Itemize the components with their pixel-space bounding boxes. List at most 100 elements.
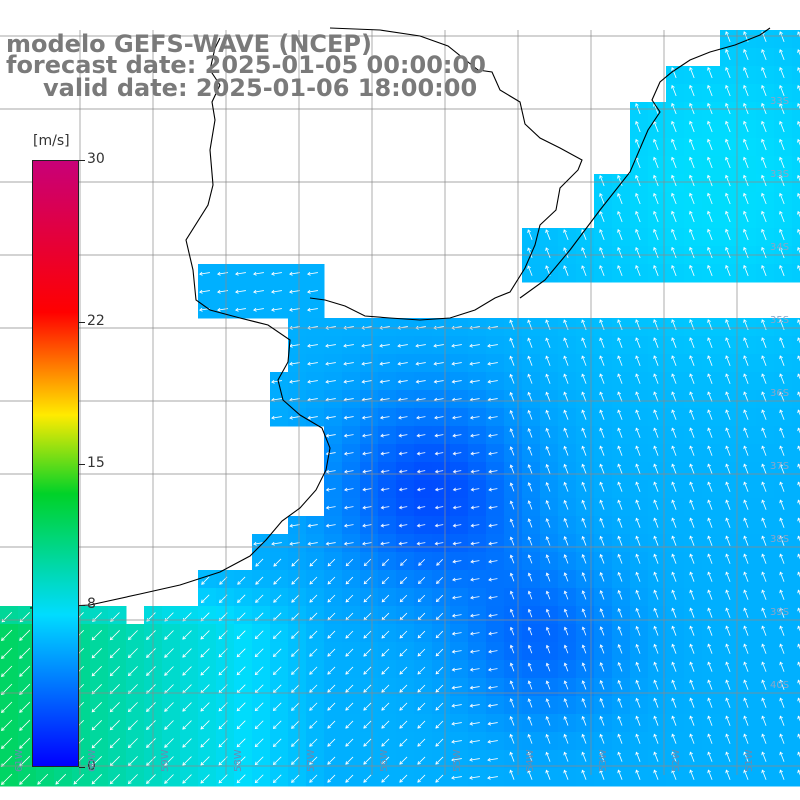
wind-arrow-head [563, 265, 567, 269]
wind-arrow [327, 612, 336, 621]
wind-arrow [635, 337, 641, 348]
wind-arrow [564, 536, 569, 546]
wind-arrow [255, 630, 264, 639]
wind-arrow [779, 373, 785, 384]
wind-arrow-head [545, 373, 549, 378]
wind-arrow-head [451, 361, 456, 366]
wind-arrow-head [325, 541, 330, 546]
wind-arrow-head [779, 517, 783, 522]
wind-arrow [510, 500, 515, 510]
wind-arrow-head [635, 174, 639, 179]
wind-arrow-head [599, 517, 604, 522]
wind-arrow-head [761, 733, 765, 738]
wind-speed-cell [792, 696, 800, 715]
wind-arrow [451, 776, 462, 779]
wind-arrow [743, 193, 749, 205]
wind-arrow [382, 576, 390, 584]
wind-arrow-head [254, 653, 259, 658]
wind-arrow-head [91, 708, 96, 713]
wind-arrow [779, 247, 785, 259]
wind-arrow-head [91, 654, 96, 659]
wind-arrow [797, 229, 800, 236]
wind-arrow-head [451, 379, 456, 384]
wind-arrow-head [707, 589, 711, 594]
wind-arrow-head [470, 433, 474, 438]
wind-arrow-head [470, 451, 474, 456]
wind-arrow [236, 702, 246, 712]
wind-arrow [19, 683, 31, 695]
wind-arrow [435, 774, 444, 783]
wind-arrow [344, 398, 354, 401]
wind-arrow [325, 344, 336, 347]
wind-arrow-head [617, 553, 622, 558]
wind-arrow [725, 175, 731, 187]
wind-arrow [91, 719, 103, 731]
wind-arrow [563, 247, 569, 258]
wind-arrow-head [779, 445, 783, 450]
wind-arrow-head [309, 581, 313, 585]
wind-arrow-head [470, 505, 475, 510]
wind-arrow [546, 680, 551, 690]
wind-arrow-head [236, 707, 241, 712]
wind-arrow-head [469, 721, 473, 726]
wind-arrow-head [581, 391, 585, 396]
wind-arrow [617, 211, 623, 223]
wind-arrow-head [436, 562, 440, 566]
title-model: modelo GEFS-WAVE (NCEP) [6, 30, 372, 58]
wind-arrow [581, 770, 587, 780]
wind-arrow [487, 344, 498, 347]
wind-arrow-head [671, 589, 676, 594]
wind-speed-cell [792, 642, 800, 661]
wind-arrow [545, 770, 551, 780]
wind-arrow [273, 756, 282, 765]
wind-arrow-head [435, 670, 440, 675]
wind-arrow-head [253, 271, 257, 276]
wind-arrow [528, 464, 533, 474]
wind-arrow-head [327, 580, 332, 585]
wind-arrow [671, 662, 677, 672]
wind-arrow-head [289, 307, 293, 312]
wind-arrow-head [707, 391, 711, 396]
wind-arrow [617, 373, 623, 384]
wind-arrow [182, 666, 192, 676]
wind-arrow-head [743, 228, 747, 233]
wind-arrow [417, 470, 426, 473]
wind-arrow-head [362, 523, 366, 528]
wind-arrow [761, 157, 767, 169]
wind-arrow-head [509, 464, 514, 469]
wind-arrow-head [599, 608, 604, 612]
wind-arrow-head [653, 661, 658, 666]
wind-arrow-head [599, 499, 604, 504]
wind-arrow [291, 702, 300, 711]
wind-arrow-head [653, 463, 657, 468]
wind-arrow-head [362, 469, 366, 474]
wind-arrow [343, 344, 354, 347]
wind-arrow [418, 558, 426, 566]
wind-arrow-head [452, 523, 457, 528]
wind-arrow [564, 428, 569, 438]
wind-arrow [653, 175, 659, 187]
wind-arrow-head [671, 156, 675, 161]
wind-arrow-head [653, 337, 657, 341]
wind-arrow-head [55, 781, 59, 785]
wind-arrow-head [743, 156, 747, 161]
wind-arrow [326, 416, 336, 419]
wind-arrow [581, 752, 587, 762]
wind-arrow [399, 720, 408, 729]
wind-arrow-head [761, 715, 765, 720]
wind-arrow-head [545, 427, 550, 432]
wind-arrow-head [707, 84, 711, 89]
wind-arrow-head [327, 562, 332, 567]
wind-arrow [725, 85, 731, 97]
wind-arrow [1, 701, 13, 713]
wind-arrow [654, 644, 659, 654]
wind-arrow [582, 536, 587, 546]
wind-arrow-head [743, 120, 747, 125]
wind-arrow-head [671, 733, 675, 738]
wind-arrow [797, 49, 800, 56]
wind-arrow [510, 734, 515, 744]
wind-arrow [528, 446, 533, 456]
wind-arrow [128, 738, 138, 748]
wind-arrow [563, 265, 569, 276]
wind-arrow [797, 265, 800, 272]
